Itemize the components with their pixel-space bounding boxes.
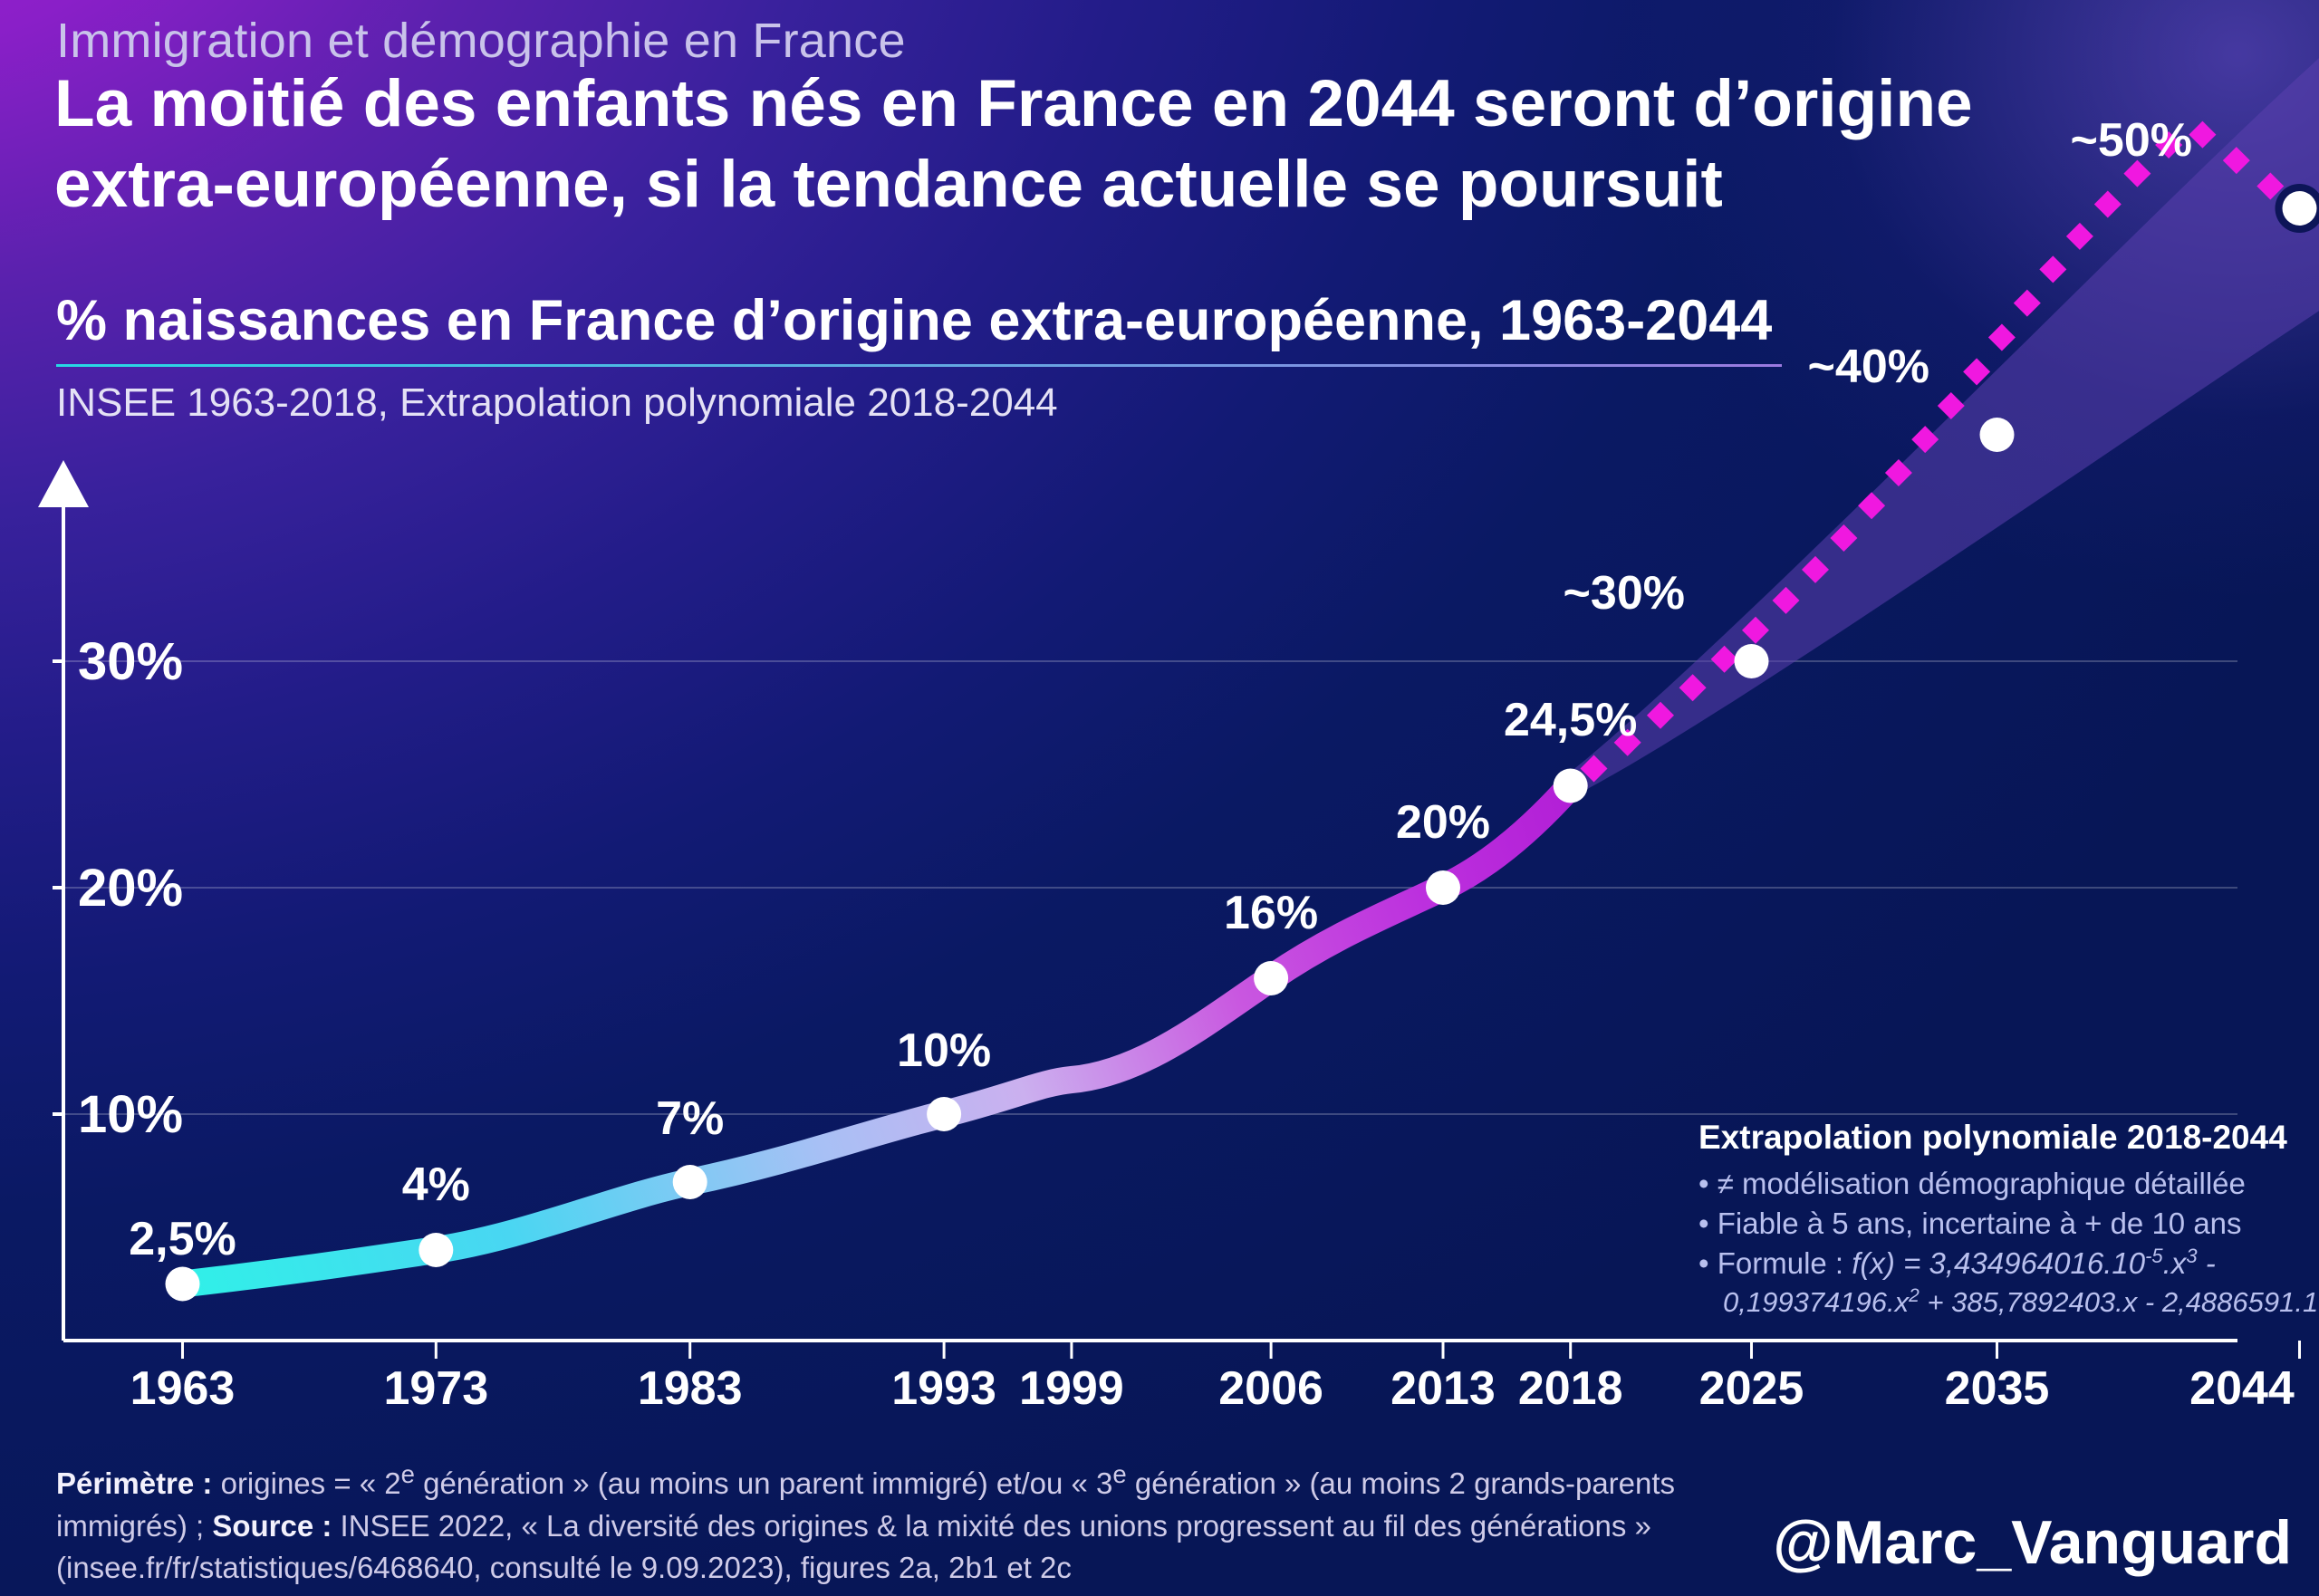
svg-text:10%: 10% bbox=[897, 1024, 991, 1077]
svg-text:• ≠ modélisation démographique: • ≠ modélisation démographique détaillée bbox=[1698, 1167, 2246, 1200]
svg-text:2006: 2006 bbox=[1218, 1362, 1323, 1415]
svg-text:1993: 1993 bbox=[891, 1362, 996, 1415]
svg-text:2,5%: 2,5% bbox=[129, 1213, 236, 1265]
svg-text:2025: 2025 bbox=[1699, 1362, 1804, 1415]
svg-text:10%: 10% bbox=[78, 1085, 183, 1144]
svg-text:2035: 2035 bbox=[1945, 1362, 2050, 1415]
svg-text:• Fiable à 5 ans, incertaine à: • Fiable à 5 ans, incertaine à + de 10 a… bbox=[1698, 1207, 2242, 1240]
svg-text:0,199374196.x2 + 385,7892403.x: 0,199374196.x2 + 385,7892403.x - 2,48865… bbox=[1723, 1285, 2319, 1319]
svg-text:1963: 1963 bbox=[130, 1362, 236, 1415]
svg-text:7%: 7% bbox=[656, 1092, 724, 1145]
svg-text:30%: 30% bbox=[78, 632, 183, 691]
svg-text:16%: 16% bbox=[1224, 887, 1318, 939]
svg-text:1973: 1973 bbox=[383, 1362, 488, 1415]
svg-text:~40%: ~40% bbox=[1808, 341, 1929, 393]
svg-text:20%: 20% bbox=[1396, 796, 1490, 849]
svg-text:2044: 2044 bbox=[2189, 1362, 2295, 1415]
svg-text:2018: 2018 bbox=[1518, 1362, 1623, 1415]
svg-text:~30%: ~30% bbox=[1564, 567, 1685, 620]
svg-text:1983: 1983 bbox=[638, 1362, 743, 1415]
svg-text:1999: 1999 bbox=[1019, 1362, 1124, 1415]
svg-text:Extrapolation polynomiale 2018: Extrapolation polynomiale 2018-2044 bbox=[1698, 1119, 2287, 1156]
svg-text:4%: 4% bbox=[402, 1159, 470, 1211]
svg-text:20%: 20% bbox=[78, 859, 183, 918]
svg-text:2013: 2013 bbox=[1390, 1362, 1496, 1415]
svg-text:• Formule : f(x) = 3,434964016: • Formule : f(x) = 3,434964016.10-5.x3 - bbox=[1698, 1245, 2216, 1281]
svg-text:24,5%: 24,5% bbox=[1504, 694, 1637, 746]
